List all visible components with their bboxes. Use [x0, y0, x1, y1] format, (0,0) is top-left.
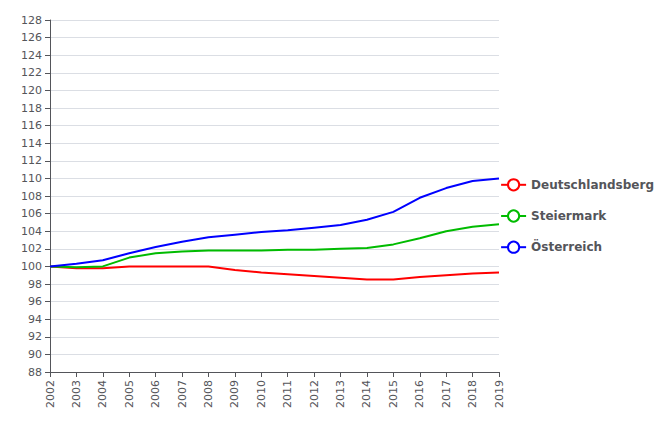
- svg-text:2003: 2003: [70, 380, 83, 408]
- svg-text:2015: 2015: [387, 380, 400, 408]
- svg-text:2004: 2004: [96, 380, 109, 408]
- svg-text:94: 94: [28, 313, 42, 326]
- svg-text:2016: 2016: [413, 380, 426, 408]
- svg-text:2002: 2002: [44, 380, 57, 408]
- svg-text:116: 116: [21, 119, 42, 132]
- svg-text:2009: 2009: [228, 380, 241, 408]
- svg-text:96: 96: [28, 295, 42, 308]
- svg-text:98: 98: [28, 278, 42, 291]
- svg-text:120: 120: [21, 84, 42, 97]
- svg-text:118: 118: [21, 102, 42, 115]
- svg-text:2017: 2017: [440, 380, 453, 408]
- svg-text:114: 114: [21, 137, 42, 150]
- svg-text:2013: 2013: [334, 380, 347, 408]
- svg-text:2018: 2018: [466, 380, 479, 408]
- svg-text:2011: 2011: [281, 380, 294, 408]
- svg-text:90: 90: [28, 348, 42, 361]
- svg-text:2014: 2014: [360, 380, 373, 408]
- svg-text:92: 92: [28, 330, 42, 343]
- svg-text:2007: 2007: [176, 380, 189, 408]
- svg-text:Österreich: Österreich: [531, 239, 602, 254]
- svg-text:2012: 2012: [308, 380, 321, 408]
- svg-text:Deutschlandsberg: Deutschlandsberg: [531, 178, 654, 192]
- svg-text:104: 104: [21, 225, 42, 238]
- svg-text:128: 128: [21, 14, 42, 27]
- svg-text:108: 108: [21, 190, 42, 203]
- svg-text:2008: 2008: [202, 380, 215, 408]
- svg-text:2010: 2010: [255, 380, 268, 408]
- svg-text:124: 124: [21, 49, 42, 62]
- svg-text:88: 88: [28, 366, 42, 379]
- svg-text:112: 112: [21, 154, 42, 167]
- svg-text:126: 126: [21, 31, 42, 44]
- svg-text:102: 102: [21, 242, 42, 255]
- svg-text:2019: 2019: [493, 380, 506, 408]
- svg-text:110: 110: [21, 172, 42, 185]
- svg-text:Steiermark: Steiermark: [531, 209, 607, 223]
- svg-text:100: 100: [21, 260, 42, 273]
- svg-text:122: 122: [21, 66, 42, 79]
- svg-text:2005: 2005: [123, 380, 136, 408]
- svg-text:106: 106: [21, 207, 42, 220]
- svg-text:2006: 2006: [149, 380, 162, 408]
